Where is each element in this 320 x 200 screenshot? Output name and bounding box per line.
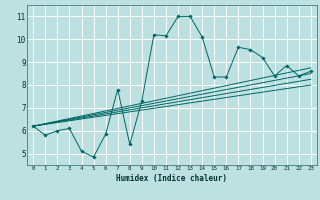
X-axis label: Humidex (Indice chaleur): Humidex (Indice chaleur) — [116, 174, 228, 183]
